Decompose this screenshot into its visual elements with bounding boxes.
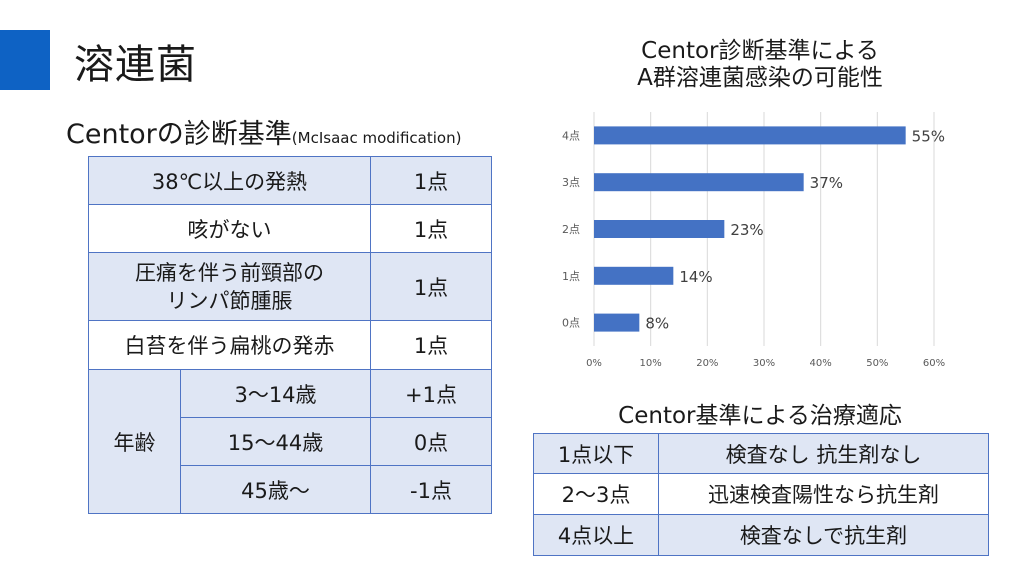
bar — [594, 173, 804, 192]
x-tick-label: 60% — [923, 358, 945, 369]
treatment-score: 1点以下 — [533, 433, 659, 474]
bar — [594, 126, 906, 145]
category-label: 0点 — [562, 317, 580, 330]
data-label: 55% — [912, 127, 945, 145]
data-label: 8% — [645, 315, 669, 333]
data-label: 14% — [679, 268, 712, 286]
table-row: 38℃以上の発熱 1点 — [88, 156, 492, 205]
criterion-points: 1点 — [370, 320, 492, 370]
x-tick-label: 0% — [586, 358, 602, 369]
x-tick-label: 30% — [753, 358, 775, 369]
age-points: 0点 — [370, 417, 492, 466]
x-tick-label: 20% — [696, 358, 718, 369]
criterion-points: 1点 — [370, 252, 492, 321]
table-row: 年齢 3～14歳 +1点 — [88, 369, 492, 514]
treatment-action: 迅速検査陽性なら抗生剤 — [658, 473, 989, 515]
criteria-heading: Centorの診断基準(McIsaac modification) — [66, 112, 461, 151]
criterion-label: 咳がない — [88, 204, 371, 253]
criterion-label-line2: リンパ節腫脹 — [166, 288, 293, 313]
table-row: 45歳～ -1点 — [89, 465, 492, 514]
treatment-score: 2～3点 — [533, 473, 659, 515]
table-row: 圧痛を伴う前頸部の リンパ節腫脹 1点 — [88, 252, 492, 321]
table-row: 白苔を伴う扁桃の発赤 1点 — [88, 320, 492, 370]
age-range: 45歳～ — [180, 465, 371, 514]
chart-title: Centor診断基準による A群溶連菌感染の可能性 — [560, 38, 960, 92]
treatment-heading: Centor基準による治療適応 — [618, 403, 902, 429]
age-range: 15～44歳 — [180, 417, 371, 466]
treatment-table: 1点以下 検査なし 抗生剤なし 2～3点 迅速検査陽性なら抗生剤 4点以上 検査… — [533, 433, 989, 556]
category-label: 3点 — [562, 176, 580, 189]
x-tick-label: 10% — [640, 358, 662, 369]
category-label: 4点 — [562, 129, 580, 142]
criterion-label: 38℃以上の発熱 — [88, 156, 371, 205]
table-row: 咳がない 1点 — [88, 204, 492, 253]
x-tick-label: 50% — [866, 358, 888, 369]
bar — [594, 266, 674, 285]
accent-block — [0, 30, 50, 90]
criterion-label: 圧痛を伴う前頸部の リンパ節腫脹 — [88, 252, 371, 321]
category-label: 1点 — [562, 270, 580, 283]
data-label: 23% — [730, 221, 763, 239]
age-label: 年齢 — [88, 369, 181, 514]
criteria-heading-note: (McIsaac modification) — [291, 129, 462, 147]
table-row: 1点以下 検査なし 抗生剤なし — [533, 433, 989, 474]
slide-title: 溶連菌 — [74, 42, 197, 88]
criterion-points: 1点 — [370, 204, 492, 253]
table-row: 4点以上 検査なしで抗生剤 — [533, 514, 989, 556]
age-range: 3～14歳 — [180, 369, 371, 418]
data-label: 37% — [810, 174, 843, 192]
criterion-label: 白苔を伴う扁桃の発赤 — [88, 320, 371, 370]
treatment-action: 検査なしで抗生剤 — [658, 514, 989, 556]
treatment-action: 検査なし 抗生剤なし — [658, 433, 989, 474]
treatment-score: 4点以上 — [533, 514, 659, 556]
criteria-heading-text: Centorの診断基準 — [66, 119, 292, 150]
bar — [594, 313, 640, 332]
criteria-table: 38℃以上の発熱 1点 咳がない 1点 圧痛を伴う前頸部の リンパ節腫脹 1点 … — [88, 156, 492, 514]
age-points: -1点 — [370, 465, 492, 514]
x-tick-label: 40% — [810, 358, 832, 369]
bar — [594, 220, 725, 238]
chart-title-line1: Centor診断基準による — [641, 38, 879, 64]
table-row: 2～3点 迅速検査陽性なら抗生剤 — [533, 473, 989, 515]
category-label: 2点 — [562, 223, 580, 236]
criterion-points: 1点 — [370, 156, 492, 205]
chart-title-line2: A群溶連菌感染の可能性 — [637, 65, 883, 91]
criterion-label-line1: 圧痛を伴う前頸部の — [135, 260, 324, 285]
table-row: 15～44歳 0点 — [89, 417, 492, 466]
probability-bar-chart: 0% 10% 20% 30% 40% 50% 60% 4点 55% 3点 37% 2点 23% 1点 14%… — [562, 112, 945, 369]
age-points: +1点 — [370, 369, 492, 418]
